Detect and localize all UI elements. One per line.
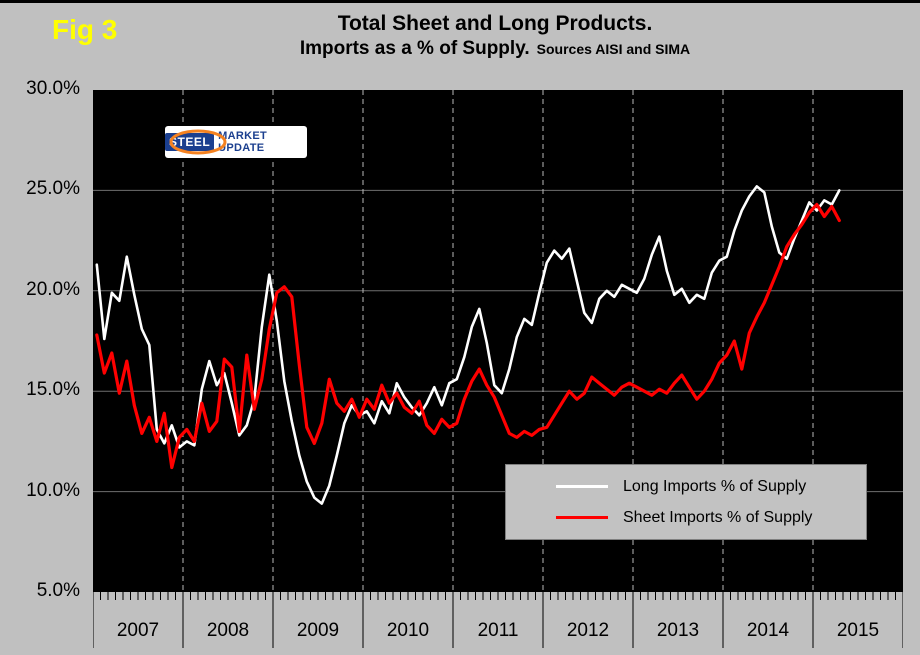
- legend-line-sample-long: [556, 485, 608, 488]
- x-tick-label: 2012: [567, 620, 609, 641]
- x-tick-label: 2010: [387, 620, 429, 641]
- logo-text-secondary: MARKET UPDATE: [218, 130, 268, 154]
- logo-text-primary: STEEL: [165, 133, 215, 151]
- y-tick-label: 10.0%: [26, 479, 80, 501]
- legend-item-long: Long Imports % of Supply: [506, 478, 866, 496]
- title-line-2-text: Imports as a % of Supply.: [299, 38, 530, 60]
- legend-line-sample-sheet: [556, 516, 608, 519]
- title-line-1: Total Sheet and Long Products.: [337, 12, 653, 35]
- x-tick-label: 2009: [297, 620, 339, 641]
- figure-label: Fig 3: [52, 14, 118, 45]
- y-tick-label: 20.0%: [26, 278, 80, 300]
- x-tick-label: 2015: [837, 620, 879, 641]
- legend-item-sheet: Sheet Imports % of Supply: [506, 509, 866, 527]
- top-border-line: [0, 0, 920, 3]
- title-line-2: Imports as a % of Supply. Sources AISI an…: [110, 37, 880, 62]
- legend-label-sheet: Sheet Imports % of Supply: [623, 508, 813, 526]
- series-line-0: [95, 185, 841, 505]
- x-tick-label: 2008: [207, 620, 249, 641]
- y-tick-label: 15.0%: [26, 379, 80, 401]
- series-line-1: [95, 202, 841, 470]
- x-tick-label: 2013: [657, 620, 699, 641]
- x-tick-label: 2014: [747, 620, 790, 641]
- plot-area: STEEL MARKET UPDATE Long Imports % of Su…: [93, 90, 903, 592]
- chart-canvas: [93, 90, 903, 592]
- title-sources: Sources AISI and SIMA: [536, 41, 691, 58]
- legend-label-long: Long Imports % of Supply: [623, 477, 807, 495]
- x-tick-label: 2007: [117, 620, 159, 641]
- smu-logo: STEEL MARKET UPDATE: [165, 126, 307, 158]
- x-axis: 2007 2008 2009 2010 2011 2012 2013 2014 2015: [93, 592, 903, 648]
- y-tick-label: 5.0%: [36, 580, 80, 601]
- chart-title: Total Sheet and Long Products. Imports a…: [110, 10, 880, 62]
- y-tick-label: 25.0%: [26, 178, 80, 200]
- y-axis-labels: 30.0% 25.0% 20.0% 15.0% 10.0% 5.0%: [0, 78, 86, 601]
- y-tick-label: 30.0%: [26, 78, 80, 99]
- x-tick-label: 2011: [478, 620, 519, 641]
- chart-legend: Long Imports % of Supply Sheet Imports %…: [505, 464, 867, 540]
